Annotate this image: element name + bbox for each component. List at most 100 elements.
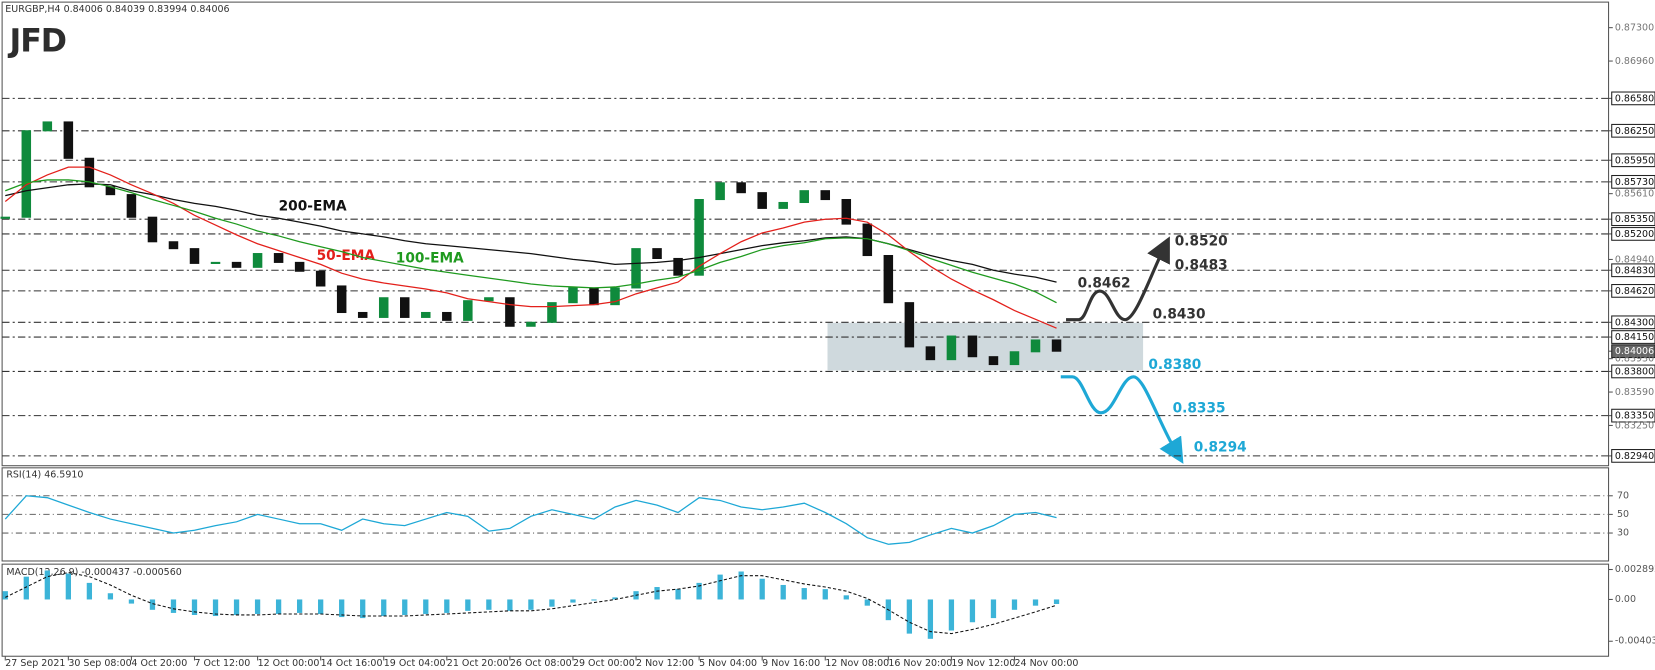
y-tick-label: 0.85200 [1615, 229, 1654, 240]
macd-bar [570, 599, 576, 603]
y-tick-label: 0.83930 [1615, 354, 1654, 365]
macd-bar [969, 599, 976, 623]
candle [168, 241, 179, 250]
macd-bar [864, 599, 870, 606]
candle [652, 248, 662, 260]
macd-bar [675, 589, 681, 600]
candle [694, 199, 704, 276]
candle [610, 287, 620, 306]
macd-bar [990, 599, 997, 619]
x-tick-label: 12 Nov 08:00 [825, 658, 889, 669]
bearish-scenario-arrow [1060, 375, 1184, 464]
y-tick-label: 0.83590 [1615, 387, 1654, 398]
candle [147, 216, 158, 243]
macd-panel [1, 563, 1610, 657]
y-tick-label: 0.86580 [1615, 93, 1654, 104]
macd-bar [170, 599, 177, 613]
x-tick-label: 16 Nov 20:00 [888, 658, 952, 669]
y-tick-label: 30 [1617, 528, 1629, 539]
candle [421, 311, 431, 318]
rsi-line [4, 495, 1057, 545]
macd-bar [360, 599, 366, 619]
candle [883, 254, 894, 304]
candle [1051, 339, 1062, 352]
x-tick-label: 12 Oct 00:00 [258, 658, 320, 669]
macd-bar [2, 591, 8, 600]
macd-bar [528, 599, 534, 610]
level-annotation: 0.8483 [1175, 258, 1228, 274]
symbol-title: EURGBP,H4 0.84006 0.84039 0.83994 0.8400… [5, 4, 229, 15]
candle [126, 194, 137, 218]
y-tick-label: 0.84300 [1615, 317, 1654, 328]
x-tick-label: 24 Nov 00:00 [1014, 658, 1078, 669]
x-tick-label: 5 Nov 04:00 [699, 658, 757, 669]
level-box [1611, 153, 1655, 168]
macd-bar [843, 595, 849, 600]
level-annotation: 0.8520 [1175, 233, 1228, 249]
y-tick-label: 0.002892 [1615, 564, 1655, 575]
candle [526, 321, 536, 327]
candle [273, 253, 284, 263]
x-tick-label: 4 Oct 20:00 [131, 658, 187, 669]
x-tick-label: 26 Oct 08:00 [510, 658, 572, 669]
candle [547, 302, 557, 323]
candle [799, 190, 809, 204]
macd-bar [717, 574, 723, 600]
candle [988, 356, 999, 366]
macd-bar [23, 576, 29, 600]
x-tick-label: 9 Nov 16:00 [762, 658, 820, 669]
y-tick-label: 0.85950 [1615, 155, 1654, 166]
macd-bar [423, 599, 429, 614]
macd-bar [654, 587, 660, 600]
support-zone [827, 322, 1144, 371]
level-annotation: 0.8430 [1153, 306, 1206, 322]
level-annotation: 0.8380 [1148, 357, 1201, 373]
macd-bar [254, 599, 261, 614]
candle [820, 190, 831, 201]
candle [400, 297, 410, 318]
y-tick-label: 0.84830 [1615, 265, 1654, 276]
candle [231, 261, 242, 268]
macd-bar [759, 578, 765, 600]
candle [63, 121, 74, 159]
x-tick-label: 14 Oct 16:00 [321, 658, 383, 669]
level-box [1611, 408, 1655, 423]
macd-bar [191, 599, 198, 615]
y-tick-label: 0.83350 [1615, 411, 1654, 422]
level-box [1611, 330, 1655, 344]
candle [21, 130, 32, 218]
x-tick-label: 29 Oct 00:00 [573, 658, 635, 669]
candle [736, 182, 746, 194]
macd-bar [696, 582, 702, 600]
ema-label: 200-EMA [279, 198, 347, 214]
candle [568, 287, 578, 304]
candle [841, 199, 852, 225]
y-tick-label: 0.87300 [1615, 23, 1654, 34]
candle [189, 248, 200, 264]
macd-bar [507, 599, 513, 611]
macd-bar [275, 599, 282, 614]
macd-bar [296, 599, 303, 613]
x-tick-label: 21 Oct 20:00 [447, 658, 509, 669]
level-box [1611, 364, 1655, 379]
macd-bar [465, 599, 471, 611]
level-box [1611, 174, 1655, 189]
macd-bar [128, 599, 135, 604]
macd-bar [44, 570, 50, 600]
candle [967, 335, 978, 358]
signal-line [5, 571, 1057, 635]
candle [484, 297, 494, 302]
candle [336, 285, 347, 314]
candle [42, 121, 53, 132]
y-tick-label: 0.84006 [1615, 346, 1654, 357]
macd-bar [149, 599, 156, 610]
logo: JFD [8, 23, 66, 59]
level-box [1611, 123, 1655, 138]
level-box [1611, 449, 1655, 463]
y-tick-label: 0.00 [1615, 594, 1636, 605]
ema-line [5, 179, 1057, 304]
y-tick-label: 0.84940 [1615, 254, 1654, 265]
macd-bar [906, 599, 913, 634]
